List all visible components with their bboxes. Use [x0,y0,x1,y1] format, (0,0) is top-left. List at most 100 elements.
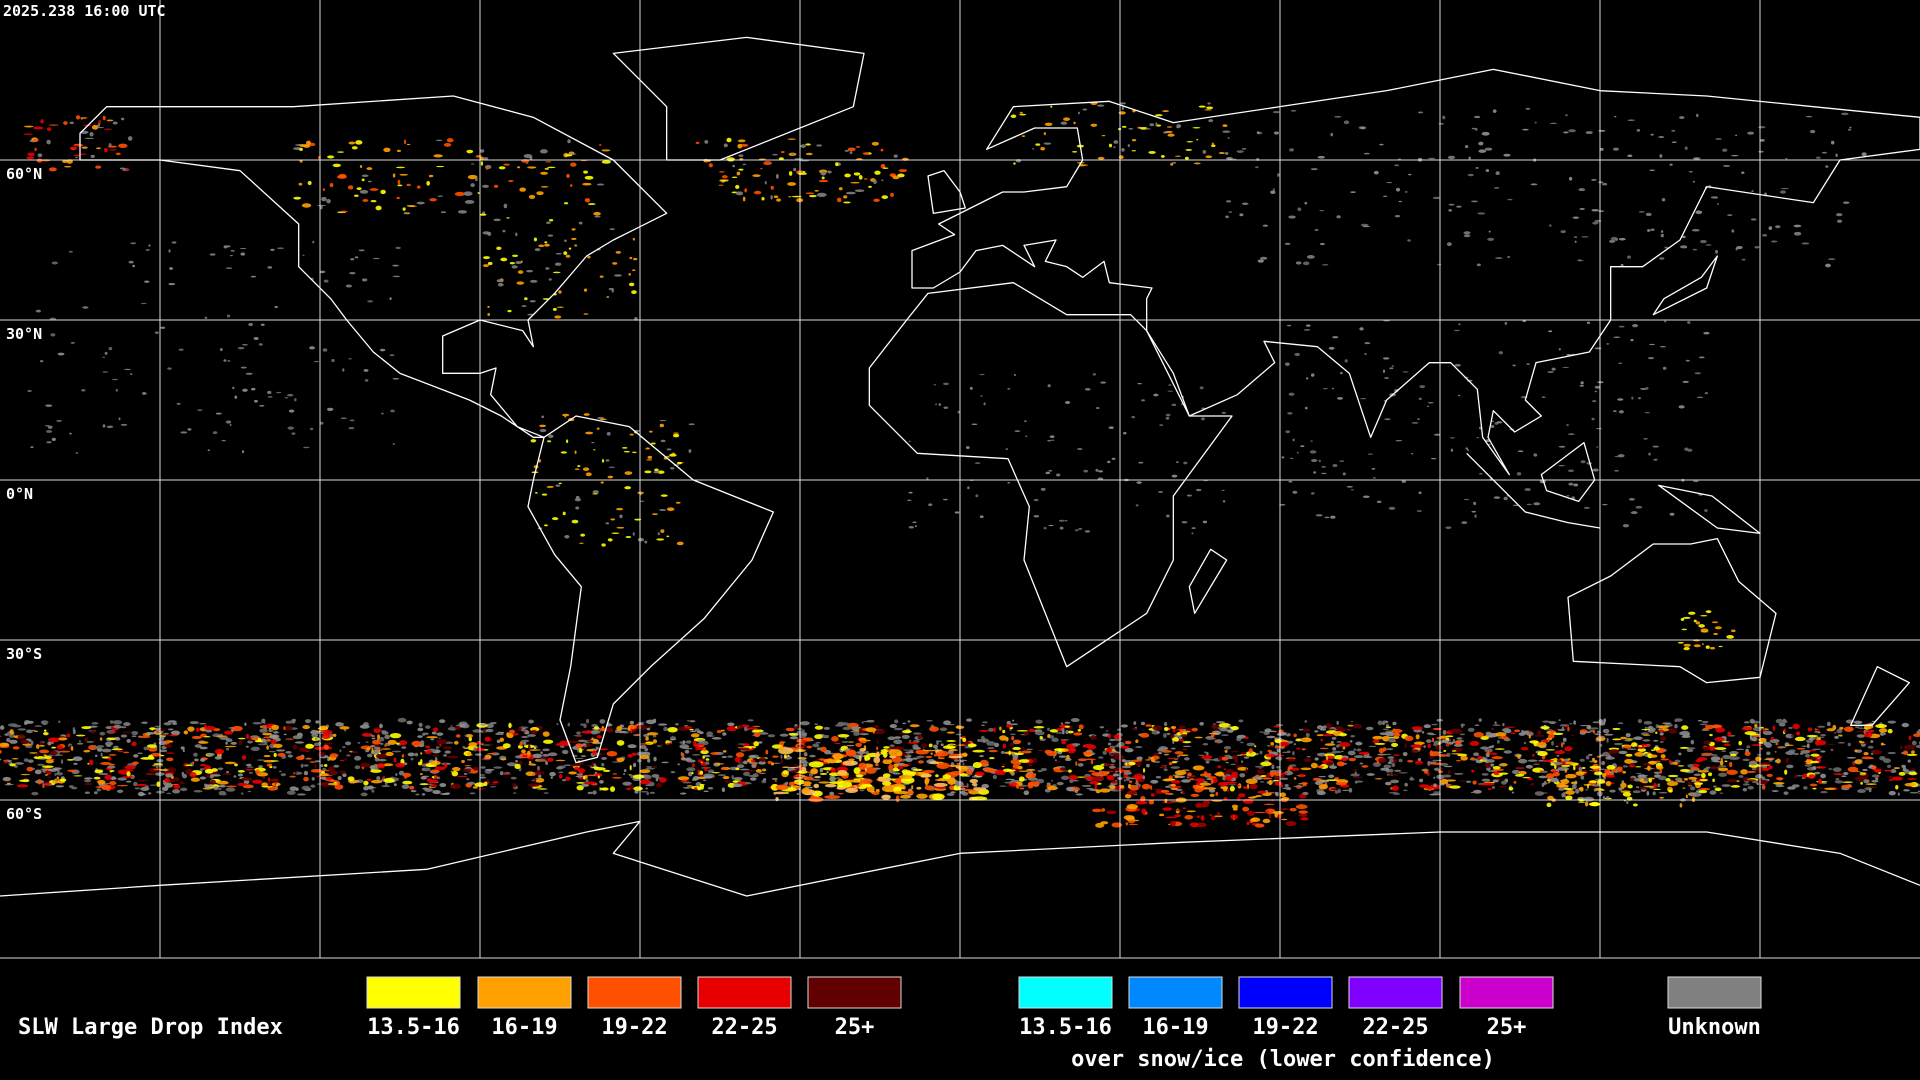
cloud [682,781,692,784]
cloud [1584,801,1589,807]
cloud [467,781,476,785]
cloud [195,727,200,732]
cloud [1707,772,1713,777]
cloud [1738,775,1744,778]
cloud [348,426,355,430]
cloud [987,747,995,749]
cloud [189,721,200,725]
cloud [234,395,238,399]
cloud [392,275,400,278]
cloud [1287,412,1293,415]
cloud [1503,153,1511,157]
cloud [1432,791,1441,793]
cloud [1184,757,1190,761]
cloud [1878,728,1888,733]
cloud [327,155,335,159]
cloud [1453,743,1463,747]
cloud [1540,770,1548,774]
cloud [51,437,56,442]
cloud [1224,749,1228,753]
cloud [893,154,898,158]
cloud [988,757,995,760]
cloud [1078,724,1084,730]
cloud [1186,140,1194,143]
cloud [1652,791,1656,796]
cloud [716,730,723,734]
cloud [1407,239,1411,242]
cloud [972,762,982,769]
cloud [1671,129,1676,132]
cloud [1465,780,1472,783]
cloud [1460,755,1468,761]
cloud [166,757,174,762]
cloud [599,719,606,724]
cloud [1400,767,1403,769]
cloud [1632,803,1638,807]
cloud [1518,758,1528,764]
cloud [1174,775,1179,779]
cloud [791,152,794,156]
cloud [1074,529,1079,532]
cloud [1637,748,1647,752]
cloud [466,734,474,738]
cloud [1360,397,1367,400]
cloud [1817,725,1826,728]
cloud [51,746,56,749]
cloud [111,378,119,381]
cloud [1026,748,1033,751]
cloud [920,743,927,749]
cloud [1360,223,1369,227]
cloud [1752,726,1762,732]
cloud [1429,751,1440,757]
cloud [371,737,376,740]
cloud [436,732,444,736]
cloud [691,771,694,775]
cloud [1129,786,1139,791]
cloud [780,759,784,764]
cloud [1456,737,1463,740]
cloud [1499,785,1507,788]
cloud [275,783,278,787]
cloud [1803,786,1808,790]
cloud [1772,725,1776,731]
cloud [882,773,891,778]
cloud [1880,742,1884,746]
cloud [775,784,789,791]
cloud [107,757,112,761]
cloud [527,744,531,750]
cloud [1328,774,1335,779]
cloud [1295,804,1308,810]
cloud [132,761,139,765]
cloud [980,395,983,397]
cloud [1591,784,1601,787]
cloud [216,735,228,738]
cloud [1513,780,1517,784]
cloud [1310,373,1315,377]
cloud [1630,338,1634,342]
cloud [658,744,664,747]
cloud [1419,778,1424,783]
cloud [890,192,894,197]
cloud [551,517,559,521]
cloud [1106,770,1115,772]
cloud [76,742,84,745]
cloud [96,147,101,150]
cloud [1806,743,1810,749]
cloud [893,790,908,795]
cloud [1498,764,1503,767]
cloud [1695,759,1703,763]
cloud [1645,212,1652,217]
cloud [1296,747,1301,750]
cloud [113,724,122,729]
cloud [241,777,253,781]
cloud [292,771,303,775]
cloud [775,796,779,802]
cloud [1196,815,1200,818]
cloud [1478,141,1484,146]
cloud [100,752,103,757]
cloud [433,727,439,732]
cloud [391,750,402,753]
cloud [1601,760,1606,766]
cloud [225,747,230,751]
cloud [633,786,643,791]
